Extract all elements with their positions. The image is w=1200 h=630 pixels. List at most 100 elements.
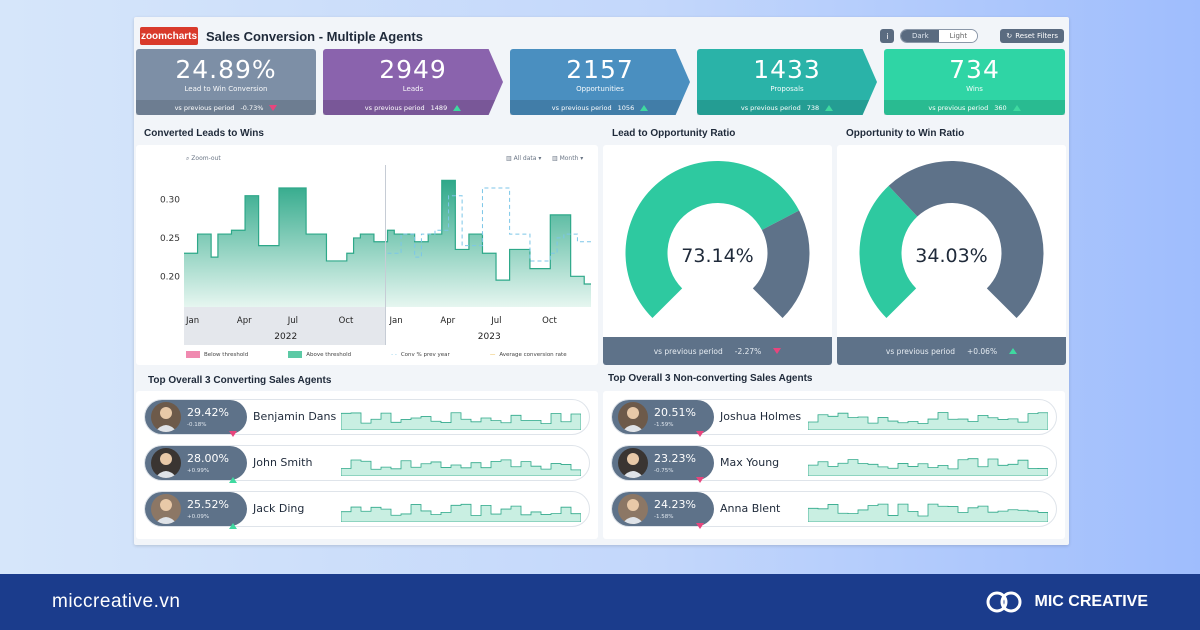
gauge-value-arc[interactable] bbox=[859, 185, 918, 319]
gauge-remainder-arc[interactable] bbox=[752, 210, 810, 319]
agent-trend bbox=[696, 468, 704, 487]
agent-delta: +0.09% bbox=[187, 514, 210, 520]
reset-icon: ↻ bbox=[1006, 32, 1013, 40]
agent-percent: 20.51% bbox=[654, 406, 696, 419]
zoom-out-button[interactable]: ⌕ Zoom-out bbox=[186, 155, 221, 162]
trend-down-icon bbox=[269, 104, 278, 111]
kpi-card[interactable]: 734 Wins vs previous period 360 bbox=[884, 49, 1065, 115]
person-icon bbox=[155, 407, 177, 432]
kpi-card[interactable]: 24.89% Lead to Win Conversion vs previou… bbox=[136, 49, 316, 115]
theme-toggle[interactable]: Dark Light bbox=[900, 29, 979, 43]
kpi-card[interactable]: 1433 Proposals vs previous period 738 bbox=[697, 49, 877, 115]
x-tick-label: Apr bbox=[237, 316, 252, 326]
agent-row[interactable]: 25.52% +0.09% Jack Ding bbox=[144, 491, 590, 529]
trend-down-icon bbox=[696, 477, 704, 483]
trend-up-icon bbox=[229, 477, 237, 483]
avatar bbox=[618, 402, 648, 432]
lead-opp-gauge[interactable] bbox=[603, 145, 832, 337]
kpi-label: Lead to Win Conversion bbox=[184, 85, 268, 93]
converted-title: Converted Leads to Wins bbox=[144, 128, 264, 139]
kpi-value: 734 bbox=[949, 55, 1000, 84]
agent-trend bbox=[229, 468, 237, 487]
person-icon bbox=[155, 453, 177, 478]
agent-sparkline[interactable] bbox=[341, 500, 581, 522]
agent-sparkline-path bbox=[808, 412, 1048, 430]
theme-dark-option[interactable]: Dark bbox=[901, 30, 940, 42]
agent-row[interactable]: 24.23% -1.58% Anna Blent bbox=[611, 491, 1057, 529]
top-converting-title: Top Overall 3 Converting Sales Agents bbox=[148, 375, 332, 386]
agent-sparkline[interactable] bbox=[808, 454, 1048, 476]
gauge-remainder-arc[interactable] bbox=[888, 161, 1044, 319]
kpi-label: Wins bbox=[966, 85, 983, 93]
dashboard: zoomcharts Sales Conversion - Multiple A… bbox=[134, 17, 1069, 545]
agent-name: Jack Ding bbox=[253, 502, 305, 515]
agent-sparkline-path bbox=[808, 458, 1048, 476]
kpi-value: 1433 bbox=[753, 55, 821, 84]
page-title: Sales Conversion - Multiple Agents bbox=[206, 28, 423, 44]
top-bar: zoomcharts Sales Conversion - Multiple A… bbox=[140, 25, 1064, 47]
converted-leads-chart[interactable]: 0.30 0.25 0.20 Jan Apr Jul Oct Jan Apr Jul Oct 2022… bbox=[136, 145, 598, 345]
agent-trend bbox=[696, 514, 704, 533]
agent-sparkline[interactable] bbox=[808, 500, 1048, 522]
legend-dash: - - bbox=[391, 351, 397, 358]
agent-sparkline[interactable] bbox=[341, 454, 581, 476]
agent-trend bbox=[696, 422, 704, 441]
x-tick-label: Jan bbox=[389, 316, 403, 326]
theme-light-option[interactable]: Light bbox=[939, 30, 978, 42]
footer-brand: MIC CREATIVE bbox=[985, 589, 1148, 615]
agent-row[interactable]: 20.51% -1.59% Joshua Holmes bbox=[611, 399, 1057, 437]
kpi-card[interactable]: 2157 Opportunities vs previous period 10… bbox=[510, 49, 690, 115]
agent-row[interactable]: 23.23% -0.75% Max Young bbox=[611, 445, 1057, 483]
x-tick-label: Jan bbox=[185, 316, 199, 326]
agent-sparkline-path bbox=[341, 459, 581, 476]
all-data-dropdown[interactable]: ▥ All data ▾ bbox=[506, 155, 542, 162]
agent-row[interactable]: 29.42% -0.18% Benjamin Dans bbox=[144, 399, 590, 437]
agent-sparkline-path bbox=[341, 412, 581, 430]
bar-chart-icon: ▥ bbox=[552, 155, 560, 162]
year-label: 2022 bbox=[274, 332, 297, 342]
legend-swatch bbox=[186, 351, 200, 358]
agent-sparkline[interactable] bbox=[341, 408, 581, 430]
mic-logo-icon bbox=[986, 591, 1022, 613]
agent-row[interactable]: 28.00% +0.99% John Smith bbox=[144, 445, 590, 483]
person-icon bbox=[622, 453, 644, 478]
month-dropdown[interactable]: ▥ Month ▾ bbox=[552, 155, 584, 162]
kpi-value: 2949 bbox=[379, 55, 447, 84]
x-tick-label: Oct bbox=[542, 316, 557, 326]
gauge-value-arc[interactable] bbox=[625, 160, 800, 319]
opp-win-value: 34.03% bbox=[915, 245, 988, 267]
agent-sparkline[interactable] bbox=[808, 408, 1048, 430]
legend-prev-year[interactable]: - - Conv % prev year bbox=[391, 351, 450, 358]
conversion-area[interactable] bbox=[184, 180, 591, 307]
kpi-footer: vs previous period 1056 bbox=[510, 100, 690, 115]
agent-name: Anna Blent bbox=[720, 502, 781, 515]
kpi-label: Leads bbox=[402, 85, 424, 93]
legend-above[interactable]: Above threshold bbox=[288, 351, 351, 358]
info-button[interactable]: i bbox=[880, 29, 895, 43]
agent-percent: 28.00% bbox=[187, 452, 229, 465]
trend-down-icon bbox=[229, 431, 237, 437]
legend-swatch bbox=[288, 351, 303, 358]
person-icon bbox=[622, 407, 644, 432]
opp-win-panel: 34.03% vs previous period +0.06% bbox=[837, 145, 1066, 365]
lead-opp-value: 73.14% bbox=[681, 245, 754, 267]
opp-win-gauge[interactable] bbox=[837, 145, 1066, 337]
agent-delta: -0.75% bbox=[654, 468, 674, 474]
converted-chart-panel: ⌕ Zoom-out ▥ All data ▾ ▥ Month ▾ 0.30 0.… bbox=[136, 145, 598, 365]
legend-below[interactable]: Below threshold bbox=[186, 351, 248, 358]
legend-average[interactable]: — Average conversion rate bbox=[489, 351, 567, 358]
reset-filters-label: Reset Filters bbox=[1015, 32, 1058, 40]
reset-filters-button[interactable]: ↻ Reset Filters bbox=[1000, 29, 1064, 43]
top-converting-panel: 29.42% -0.18% Benjamin Dans 28.00% +0.99… bbox=[136, 391, 598, 539]
kpi-value: 2157 bbox=[566, 55, 634, 84]
person-icon bbox=[155, 499, 177, 524]
agent-delta: -1.58% bbox=[654, 514, 674, 520]
footer-site[interactable]: miccreative.vn bbox=[52, 591, 181, 612]
top-nonconverting-panel: 20.51% -1.59% Joshua Holmes 23.23% -0.75… bbox=[603, 391, 1065, 539]
kpi-card[interactable]: 2949 Leads vs previous period 1489 bbox=[323, 49, 503, 115]
avatar bbox=[618, 448, 648, 478]
opp-win-title: Opportunity to Win Ratio bbox=[846, 128, 965, 139]
agent-name: Benjamin Dans bbox=[253, 410, 337, 423]
agent-delta: -1.59% bbox=[654, 422, 674, 428]
agent-percent: 24.23% bbox=[654, 498, 696, 511]
